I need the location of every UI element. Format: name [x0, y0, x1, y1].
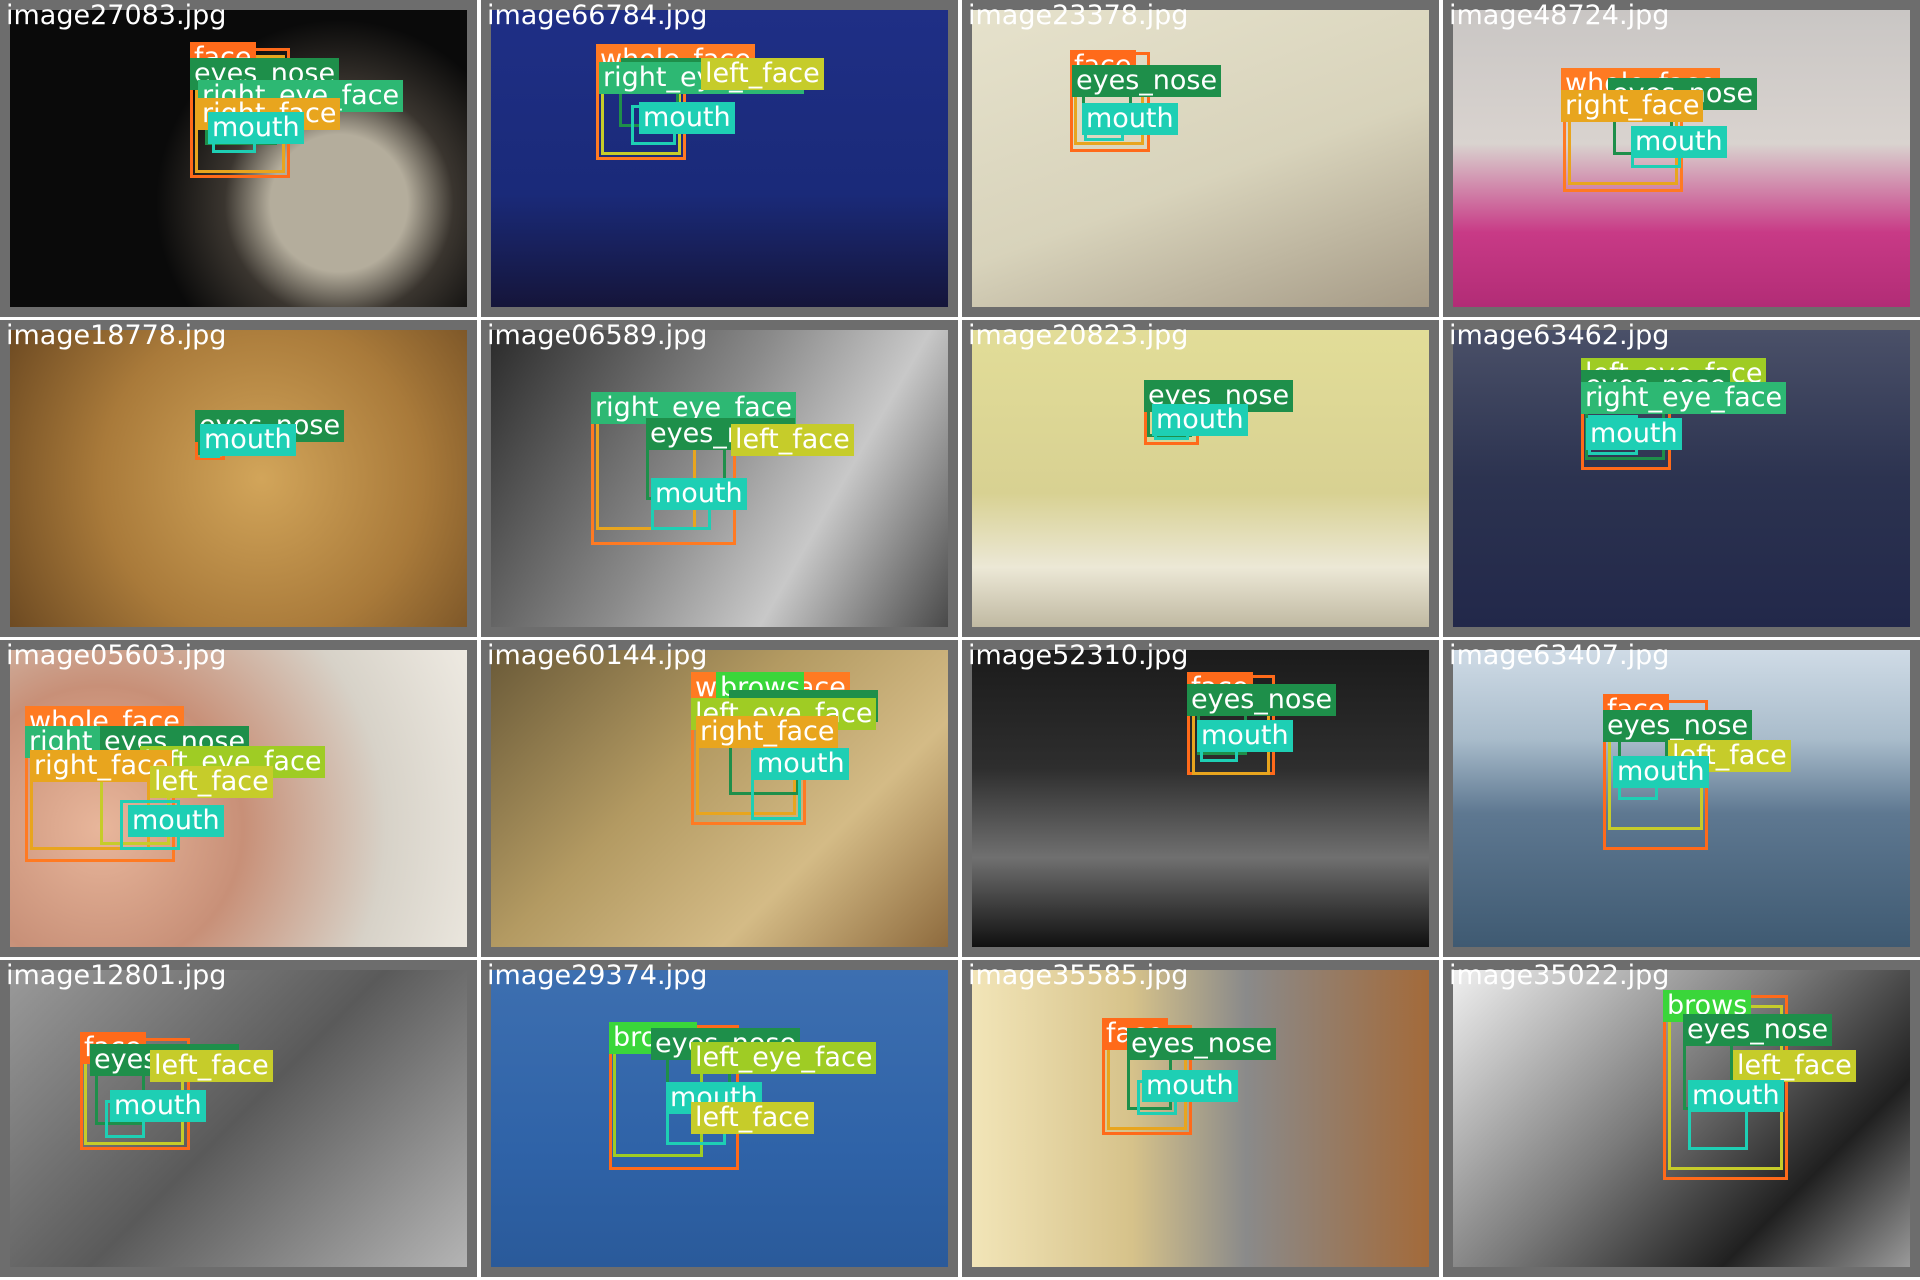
box-label: right_face	[696, 716, 839, 748]
box-label: mouth	[1197, 720, 1293, 752]
filename-label: image27083.jpg	[6, 0, 227, 31]
filename-label: image35585.jpg	[968, 960, 1189, 991]
image-tile: browseyes_noseleft_eye_facemouthleft_fac…	[481, 960, 958, 1277]
box-label: mouth	[1586, 418, 1682, 450]
image-tile: whole_faceright_eye_faceeyes_noseleft_ey…	[0, 640, 477, 957]
filename-label: image63462.jpg	[1449, 320, 1670, 351]
box-label: eyes_nose	[1127, 1028, 1277, 1060]
box-label: mouth	[1152, 404, 1248, 436]
filename-label: image52310.jpg	[968, 640, 1189, 671]
image-tile: right_eye_face eyes_nose left_face mouth ima…	[481, 320, 958, 637]
box-label: right_face	[30, 750, 173, 782]
photo: browseyes_noseleft_eye_facemouthleft_fac…	[491, 970, 948, 1267]
image-tile: brows eyes_nose left_face mouth image35022.j…	[1443, 960, 1920, 1277]
image-tile: faceeyes_noseright_eye_faceright_facemou…	[0, 0, 477, 317]
filename-label: image66784.jpg	[487, 0, 708, 31]
filename-label: image48724.jpg	[1449, 0, 1670, 31]
box-label: mouth	[1082, 103, 1178, 135]
box-label: mouth	[110, 1090, 206, 1122]
image-tile: whole_faceeyes_noseright_eye_faceleft_fa…	[481, 0, 958, 317]
filename-label: image18778.jpg	[6, 320, 227, 351]
box-label: mouth	[1613, 756, 1709, 788]
image-tile: eyes_nosemouthimage18778.jpg	[0, 320, 477, 637]
filename-label: image23378.jpg	[968, 0, 1189, 31]
filename-label: image29374.jpg	[487, 960, 708, 991]
filename-label: image63407.jpg	[1449, 640, 1670, 671]
box-label: left_face	[731, 424, 854, 456]
photo: faceeyes_noseright_eye_faceright_facemou…	[10, 10, 467, 307]
box-label: left_face	[150, 1050, 273, 1082]
box-label: mouth	[128, 805, 224, 837]
filename-label: image35022.jpg	[1449, 960, 1670, 991]
image-tile: left_eye_faceeyes_noseright_eye_facemout…	[1443, 320, 1920, 637]
box-label: mouth	[1142, 1070, 1238, 1102]
photo: whole_faceeyes_noseright_eye_faceleft_fa…	[491, 10, 948, 307]
box-label: left_eye_face	[691, 1042, 877, 1074]
filename-label: image60144.jpg	[487, 640, 708, 671]
photo: right_eye_face eyes_nose left_face mouth	[491, 330, 948, 627]
image-tile: whole_facebrowseyes_noseleft_eye_facerig…	[481, 640, 958, 957]
box-label: left_face	[1733, 1050, 1856, 1082]
image-tile: whole_faceeyes_noseright_facemouthimage4…	[1443, 0, 1920, 317]
box-label: right_eye_face	[1581, 382, 1787, 414]
photo: brows eyes_nose left_face mouth	[1453, 970, 1910, 1267]
box-label: eyes_nose	[1187, 684, 1337, 716]
box-label: eyes_nose	[1603, 710, 1753, 742]
box-label: left_face	[150, 766, 273, 798]
box-label: left_face	[701, 58, 824, 90]
photo: left_eye_faceeyes_noseright_eye_facemout…	[1453, 330, 1910, 627]
filename-label: image05603.jpg	[6, 640, 227, 671]
filename-label: image20823.jpg	[968, 320, 1189, 351]
filename-label: image06589.jpg	[487, 320, 708, 351]
photo: whole_facebrowseyes_noseleft_eye_facerig…	[491, 650, 948, 947]
box-label: mouth	[1631, 126, 1727, 158]
box-label: eyes_nose	[1072, 65, 1222, 97]
box-label: mouth	[651, 478, 747, 510]
box-label: right_face	[1561, 90, 1704, 122]
box-label: mouth	[753, 748, 849, 780]
box-label: mouth	[200, 424, 296, 456]
box-label: mouth	[639, 102, 735, 134]
image-tile: faceeyes_noseleft_facemouthimage63407.jp…	[1443, 640, 1920, 957]
image-tile: eyes_nose mouth image20823.jpg	[962, 320, 1439, 637]
box-label: right_eye_face	[591, 392, 797, 424]
box-label: mouth	[1688, 1080, 1784, 1112]
filename-label: image12801.jpg	[6, 960, 227, 991]
box-label: eyes_nose	[1683, 1014, 1833, 1046]
box-label: left_face	[691, 1102, 814, 1134]
photo: whole_faceright_eye_faceeyes_noseleft_ey…	[10, 650, 467, 947]
image-tile: faceeyes_noseleft_facemouthimage12801.jp…	[0, 960, 477, 1277]
box-label: mouth	[208, 112, 304, 144]
